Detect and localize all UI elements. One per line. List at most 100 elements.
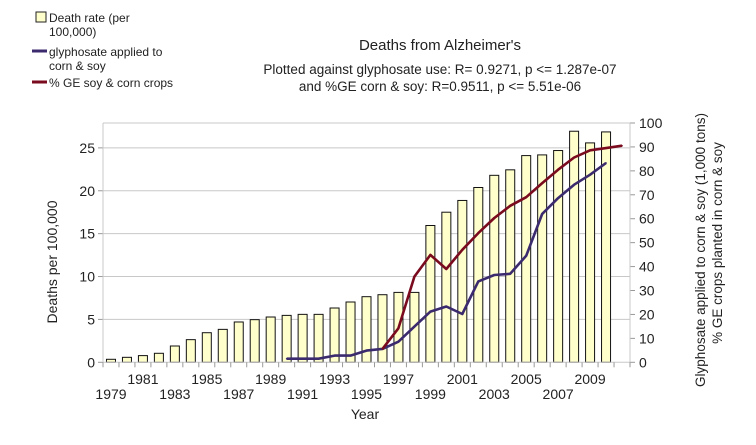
legend-label-death-rate-1: Death rate (per <box>49 11 130 25</box>
line-point-2-2007 <box>557 168 559 171</box>
x-tick-label: 1993 <box>319 371 350 387</box>
y-left-tick-label: 0 <box>87 354 95 370</box>
line-point-2-1998 <box>413 275 416 278</box>
bars <box>105 130 612 363</box>
line-point-1-2007 <box>557 197 559 199</box>
line-point-2-2000 <box>445 268 448 270</box>
line-point-1-2000 <box>445 305 448 308</box>
line-point-1-1994 <box>349 354 352 357</box>
x-tick-label: 1981 <box>127 371 158 387</box>
y-axis-right-label-line-1: Glyphosate applied to corn & soy (1,000 … <box>693 113 708 387</box>
x-tick-label: 2001 <box>447 371 478 387</box>
bar-1996 <box>377 294 388 363</box>
bar-1980 <box>121 356 132 363</box>
y-right-tick-label: 10 <box>639 330 655 346</box>
x-tick-label: 2003 <box>479 386 510 402</box>
y-right-tick-label: 30 <box>639 283 655 299</box>
line-point-2-2009 <box>589 149 591 152</box>
gridlines <box>103 122 630 320</box>
legend: Death rate (per 100,000) glyphosate appl… <box>32 11 173 90</box>
line-point-1-2002 <box>477 280 480 283</box>
x-tick-label: 1983 <box>159 386 190 402</box>
x-tick-label: 1995 <box>351 386 382 402</box>
line-point-1-2001 <box>461 313 464 315</box>
line-point-1-2003 <box>493 274 496 276</box>
y-left-tick-label: 15 <box>79 226 95 242</box>
bar-1982 <box>153 352 164 363</box>
y-right-tick-label: 40 <box>639 259 655 275</box>
legend-label-death-rate-2: 100,000) <box>49 25 96 39</box>
line-point-1-1993 <box>333 354 336 357</box>
legend-label-glyphosate-2: corn & soy <box>49 59 106 73</box>
line-point-1-2005 <box>525 255 527 257</box>
y-left-tick-label: 5 <box>87 311 95 327</box>
line-point-1-1991 <box>301 357 304 360</box>
y-left-tick-label: 25 <box>79 140 95 156</box>
line-point-1-2004 <box>509 272 512 275</box>
line-point-1-1990 <box>285 357 288 360</box>
y-right-tick-label: 90 <box>639 139 655 155</box>
x-tick-label: 2009 <box>574 371 605 387</box>
bar-1986 <box>217 328 228 363</box>
x-tick-label: 1999 <box>415 386 446 402</box>
line-series-2 <box>381 144 623 350</box>
line-point-1-1992 <box>317 357 320 360</box>
y-left-tick-label: 10 <box>79 269 95 285</box>
bar-1993 <box>329 307 340 363</box>
y-right-tick-label: 20 <box>639 306 655 322</box>
x-tick-label: 1989 <box>255 371 286 387</box>
line-point-1-1999 <box>429 310 432 313</box>
line-point-2-2003 <box>493 217 496 219</box>
y-right-tick-label: 50 <box>639 235 655 251</box>
x-tick-label: 1985 <box>191 371 222 387</box>
bar-2007 <box>553 150 564 363</box>
bar-2001 <box>457 199 468 363</box>
y-right-tick-label: 60 <box>639 211 655 227</box>
line-point-2-2006 <box>541 182 543 184</box>
bar-1981 <box>137 355 148 363</box>
x-axis-label: Year <box>351 406 380 422</box>
legend-label-glyphosate-1: glyphosate applied to <box>49 45 163 59</box>
bar-1987 <box>233 321 244 363</box>
line-point-2-2008 <box>573 156 575 159</box>
line-point-1-2006 <box>541 213 543 215</box>
bar-1985 <box>201 332 212 363</box>
chart-subtitle-line-1: Plotted against glyphosate use: R= 0.927… <box>263 62 616 77</box>
y-axis-right-label-line-2: % GE crops planted in corn & soy <box>710 142 725 344</box>
x-tick-label: 2005 <box>511 371 542 387</box>
bar-2002 <box>473 186 484 363</box>
y-axis-left-label: Deaths per 100,000 <box>44 200 60 323</box>
bar-2000 <box>441 211 452 363</box>
line-point-2-1999 <box>429 254 432 256</box>
line-point-2-2001 <box>461 249 464 251</box>
x-tick-label: 1997 <box>383 371 414 387</box>
x-tick-label: 1991 <box>287 386 318 402</box>
bar-2008 <box>569 130 580 363</box>
line-point-1-2008 <box>573 183 575 186</box>
chart-title: Deaths from Alzheimer's <box>359 37 521 54</box>
bar-1991 <box>297 313 308 363</box>
bar-1988 <box>249 319 260 363</box>
line-point-2-2002 <box>477 232 480 234</box>
line-point-2-1996 <box>381 348 384 350</box>
legend-swatch-death-rate <box>35 11 47 23</box>
line-point-1-1998 <box>413 325 416 328</box>
bar-1992 <box>313 313 324 363</box>
line-point-2-2004 <box>509 204 512 207</box>
x-tick-label: 2007 <box>543 386 574 402</box>
line-point-2-2005 <box>525 196 527 198</box>
line-point-2-1997 <box>397 327 400 330</box>
x-tick-label: 1987 <box>223 386 254 402</box>
line-point-1-1995 <box>365 349 368 352</box>
x-tick-label: 1979 <box>95 386 126 402</box>
line-point-1-2009 <box>589 173 591 176</box>
bar-1983 <box>169 345 180 363</box>
bar-1989 <box>265 316 276 363</box>
line-point-2-2010 <box>605 147 607 149</box>
bar-2004 <box>505 169 516 363</box>
lines <box>285 144 623 361</box>
y-left-tick-label: 20 <box>79 183 95 199</box>
bar-1999 <box>425 224 436 363</box>
